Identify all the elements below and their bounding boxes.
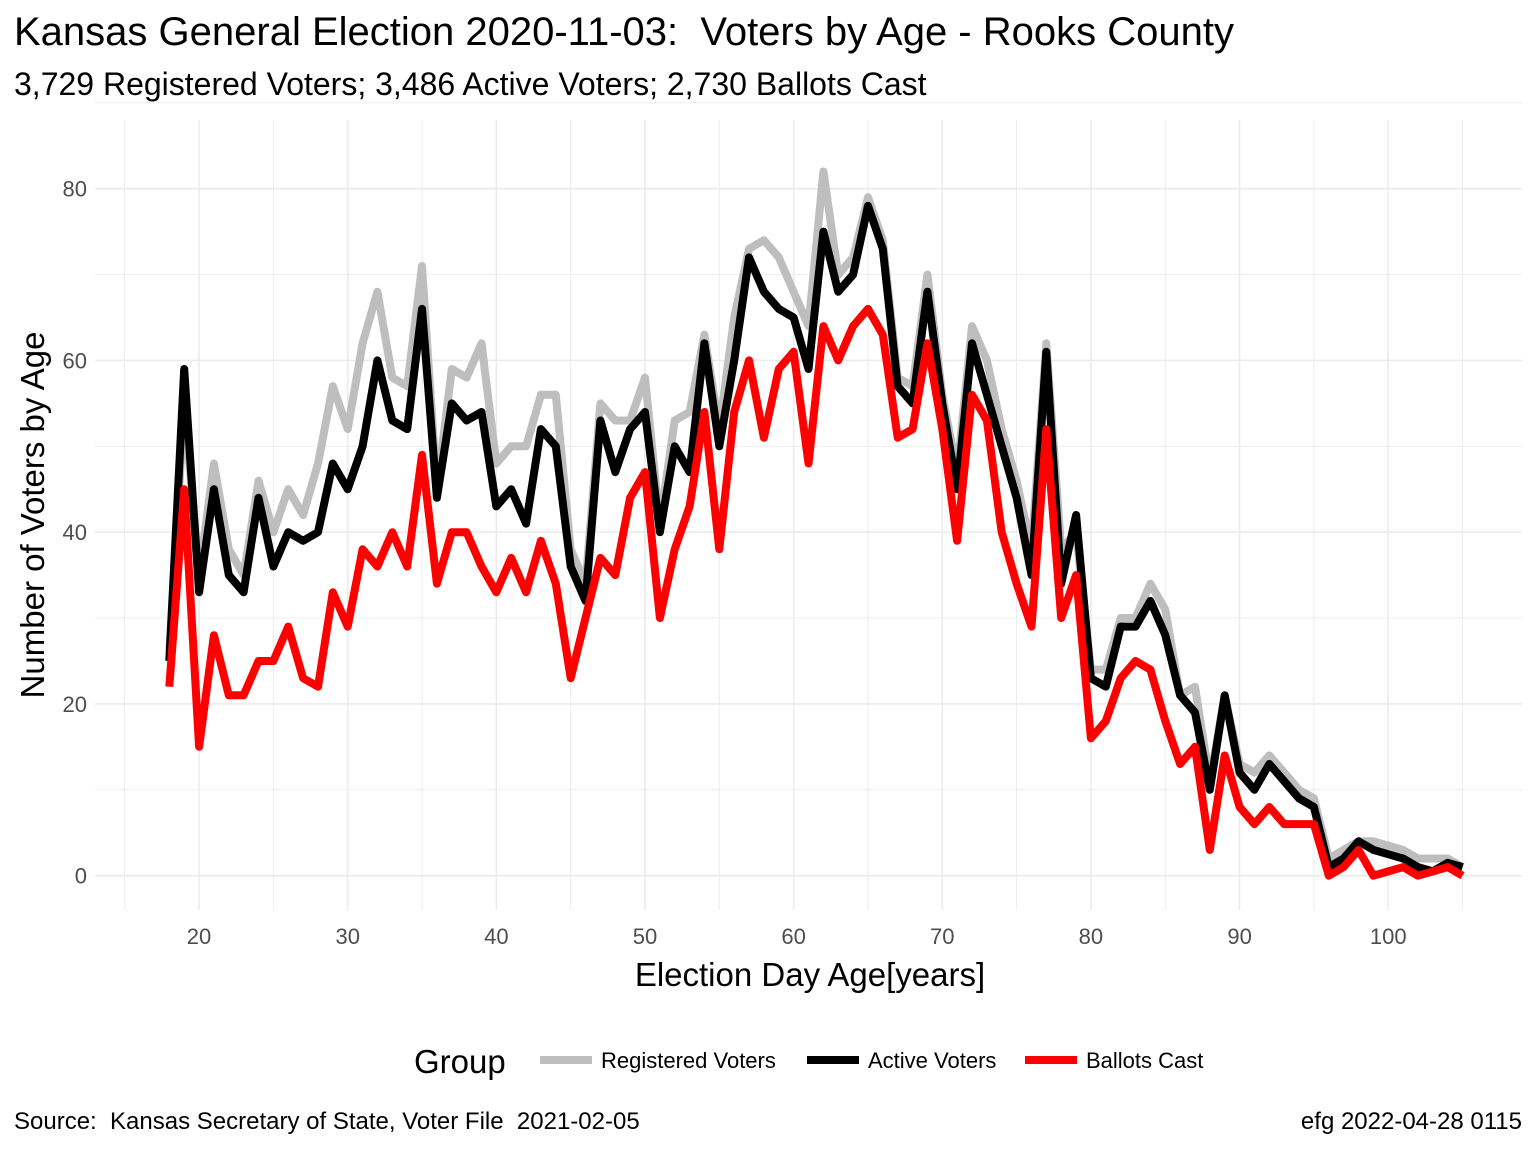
y-tick-label: 80 [63, 177, 87, 202]
legend: Group Registered Voters Active Voters Ball… [414, 1043, 1203, 1080]
chart-subtitle: 3,729 Registered Voters; 3,486 Active Vo… [14, 66, 927, 102]
x-tick-label: 90 [1227, 924, 1251, 949]
x-axis-title: Election Day Age[years] [635, 956, 985, 993]
credit-caption: efg 2022-04-28 0115 [1300, 1108, 1522, 1135]
x-tick-label: 60 [781, 924, 805, 949]
legend-label: Ballots Cast [1086, 1048, 1203, 1073]
source-caption: Source: Kansas Secretary of State, Voter… [14, 1108, 640, 1135]
legend-title: Group [414, 1043, 506, 1080]
x-tick-label: 30 [335, 924, 359, 949]
plot-panel: 0 20 40 60 80 20 30 40 50 60 70 80 90 100 [63, 102, 1522, 949]
x-tick-label: 80 [1079, 924, 1103, 949]
y-tick-labels: 0 20 40 60 80 [63, 177, 87, 889]
y-tick-label: 0 [75, 864, 87, 889]
series-line-active-voters [165, 201, 1464, 876]
series-line-ballots-cast [165, 304, 1465, 880]
y-tick-label: 20 [63, 692, 87, 717]
series-line-registered-voters [165, 167, 1465, 871]
legend-label: Active Voters [868, 1048, 996, 1073]
x-tick-label: 50 [633, 924, 657, 949]
legend-items: Registered Voters Active Voters Ballots Ca… [540, 1048, 1203, 1073]
y-tick-label: 60 [63, 348, 87, 373]
x-tick-label: 100 [1370, 924, 1407, 949]
legend-label: Registered Voters [601, 1048, 776, 1073]
x-tick-label: 70 [930, 924, 954, 949]
x-tick-labels: 20 30 40 50 60 70 80 90 100 [187, 924, 1407, 949]
x-tick-label: 20 [187, 924, 211, 949]
x-tick-label: 40 [484, 924, 508, 949]
gridlines [95, 102, 1522, 910]
y-tick-label: 40 [63, 520, 87, 545]
y-axis-title: Number of Voters by Age [14, 332, 51, 699]
series-lines [165, 167, 1465, 880]
chart-title: Kansas General Election 2020-11-03: Vote… [14, 10, 1234, 54]
